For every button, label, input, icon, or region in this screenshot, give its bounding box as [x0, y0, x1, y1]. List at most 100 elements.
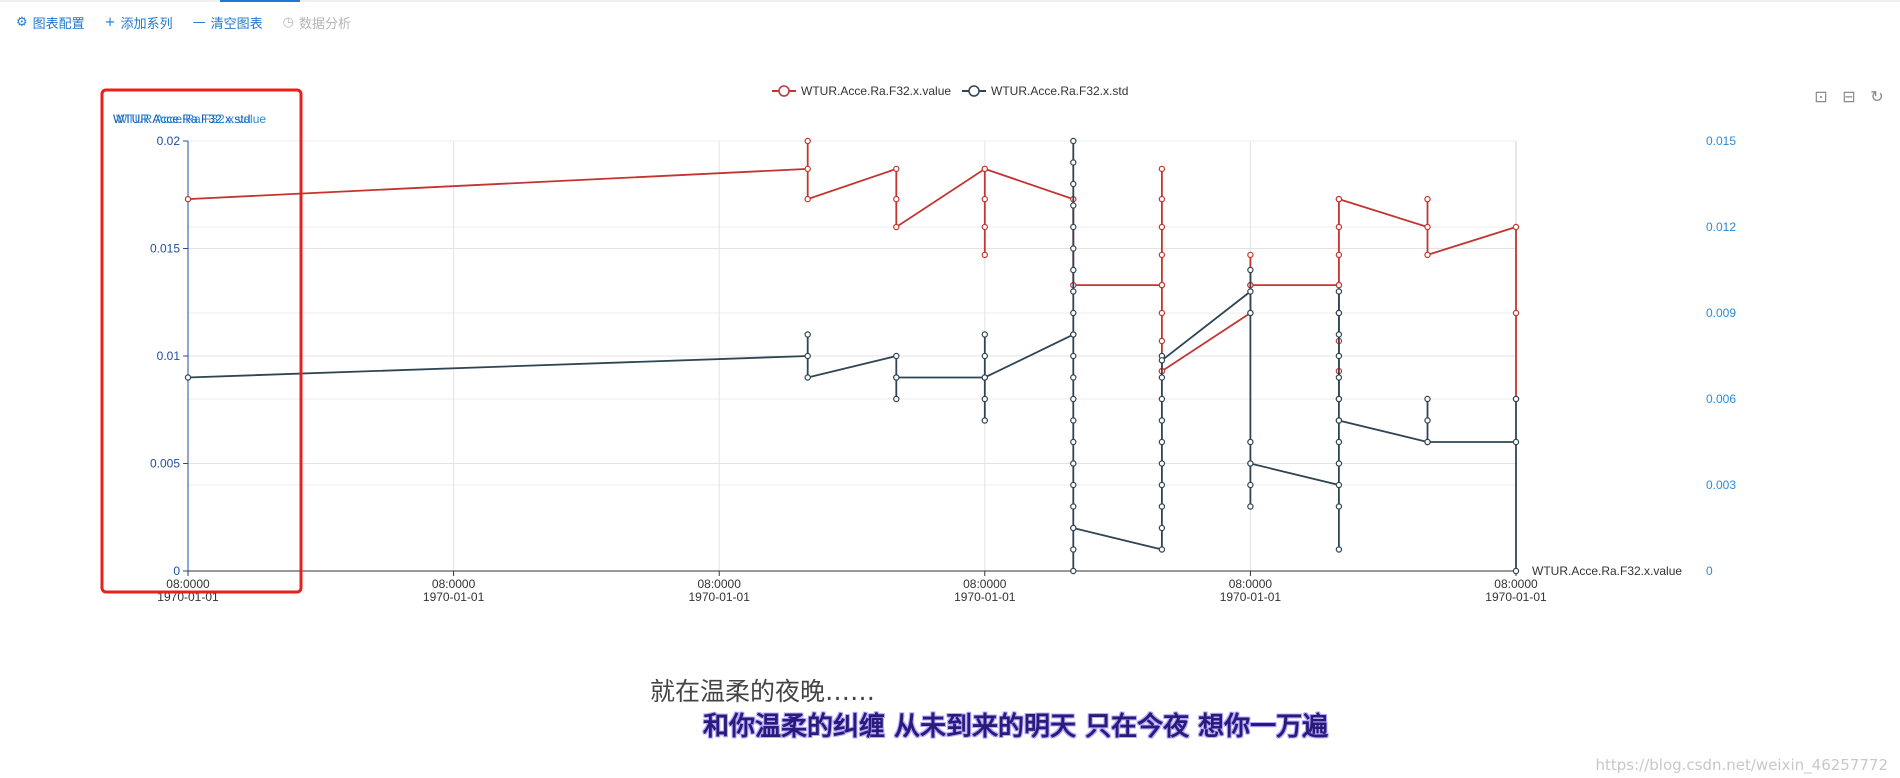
series-point — [893, 395, 900, 403]
x-tick-label-time: 08:0000 — [698, 577, 742, 591]
series-point — [981, 331, 989, 338]
line-chart: 08:00001970-01-0108:00001970-01-0108:000… — [100, 84, 1736, 604]
series-point — [1335, 352, 1343, 360]
watermark: https://blog.csdn.net/weixin_46257772 — [1595, 756, 1888, 774]
series-point — [1512, 309, 1520, 317]
x-tick-label-time: 08:0000 — [432, 577, 476, 591]
y-tick-label-right: 0.015 — [1706, 134, 1736, 148]
series-point — [1247, 503, 1254, 510]
series-point — [1335, 503, 1343, 510]
series-point — [1070, 309, 1077, 317]
series-point — [1070, 245, 1077, 252]
x-tick-label-date: 1970-01-01 — [689, 590, 751, 604]
series-point — [1424, 417, 1431, 424]
series-point — [1335, 331, 1343, 338]
series-point — [1158, 417, 1166, 424]
series-point — [1247, 460, 1254, 467]
series-point — [1158, 481, 1166, 489]
video-subtitle-line-2: 和你温柔的纠缠 从未到来的明天 只在今夜 想你一万遍 — [703, 712, 1329, 742]
series-point — [804, 165, 811, 173]
series-point — [1335, 374, 1343, 381]
series-point — [1158, 357, 1166, 364]
series-point — [893, 195, 900, 203]
series-point — [1070, 524, 1077, 532]
series-point — [184, 195, 192, 203]
series-point — [1070, 460, 1077, 467]
series-point — [1424, 223, 1431, 231]
chart-config-button[interactable]: ⚙ 图表配置 — [16, 13, 85, 32]
chart-tool-icons: ⊡ ⊟ ↻ — [1812, 88, 1886, 106]
data-analysis-button[interactable]: ◷ 数据分析 — [283, 13, 351, 32]
x-axis-name: WTUR.Acce.Ra.F32.x.value — [1532, 564, 1682, 578]
series-point — [1158, 223, 1166, 231]
series-point — [1335, 309, 1343, 317]
x-tick-label-time: 08:0000 — [963, 577, 1007, 591]
zoom-reset-icon[interactable]: ⊟ — [1842, 87, 1856, 106]
left-axis-name-overlap: WTUR.Acce.Ra.F32.x.value — [116, 112, 266, 126]
y-tick-label-left: 0.02 — [157, 134, 181, 148]
series-point — [1070, 159, 1077, 166]
highlight-annotation-box — [100, 88, 303, 594]
series-point — [981, 223, 989, 231]
series-point — [1158, 251, 1166, 259]
series-point — [981, 374, 989, 381]
series-point — [1070, 417, 1077, 424]
series-point — [1424, 195, 1431, 203]
series-point — [1158, 524, 1166, 532]
y-tick-label-left: 0.01 — [157, 349, 181, 363]
y-tick-label-right: 0.006 — [1706, 392, 1736, 406]
y-tick-label-right: 0.009 — [1706, 306, 1736, 320]
series-point — [981, 251, 989, 259]
series-point — [1247, 481, 1254, 489]
clear-chart-button[interactable]: — 清空图表 — [193, 13, 263, 32]
series-point — [1070, 288, 1077, 295]
series-point — [1158, 374, 1166, 381]
add-series-button[interactable]: + 添加系列 — [105, 13, 173, 32]
series-point — [1070, 438, 1077, 446]
video-subtitle-line-1: 就在温柔的夜晚…… — [650, 677, 876, 706]
y-tick-label-right: 0 — [1706, 564, 1713, 578]
series-point — [1158, 503, 1166, 510]
zoom-select-icon[interactable]: ⊡ — [1814, 87, 1828, 106]
series-point — [1247, 288, 1254, 295]
series-point — [1158, 395, 1166, 403]
x-tick-label-time: 08:0000 — [166, 577, 210, 591]
series-point — [1158, 438, 1166, 446]
series-point — [1247, 251, 1254, 259]
series-point — [1070, 546, 1077, 553]
series-point — [893, 223, 900, 231]
x-tick-label-date: 1970-01-01 — [423, 590, 485, 604]
series-point — [1070, 374, 1077, 381]
series-point — [1158, 546, 1166, 553]
series-point — [1070, 567, 1077, 575]
top-border — [0, 0, 1900, 2]
series-point — [1158, 460, 1166, 467]
series-point — [1512, 567, 1520, 575]
y-tick-label-right: 0.003 — [1706, 478, 1736, 492]
series-point — [1512, 395, 1520, 403]
series-point — [981, 165, 989, 173]
gear-icon: ⚙ — [16, 14, 28, 30]
series-point — [1070, 223, 1077, 231]
series-point — [1335, 438, 1343, 446]
series-point — [1070, 137, 1077, 145]
series-point — [1335, 251, 1343, 259]
series-point — [184, 374, 192, 381]
minus-icon: — — [192, 14, 206, 30]
restore-icon[interactable]: ↻ — [1870, 87, 1884, 106]
series-point — [1335, 223, 1343, 231]
series-point — [1070, 180, 1077, 188]
y-tick-label-left: 0 — [173, 564, 180, 578]
series-point — [1070, 352, 1077, 360]
add-series-label: 添加系列 — [120, 16, 173, 32]
x-tick-label-date: 1970-01-01 — [1485, 590, 1547, 604]
series-point — [1512, 438, 1520, 446]
series-point — [1070, 503, 1077, 510]
legend-label: WTUR.Acce.Ra.F32.x.std — [991, 84, 1128, 98]
series-point — [804, 374, 811, 381]
series-point — [804, 137, 811, 145]
series-point — [1247, 266, 1254, 274]
clear-chart-label: 清空图表 — [210, 16, 263, 32]
x-tick-label-time: 08:0000 — [1494, 577, 1538, 591]
series-point — [1335, 417, 1343, 424]
